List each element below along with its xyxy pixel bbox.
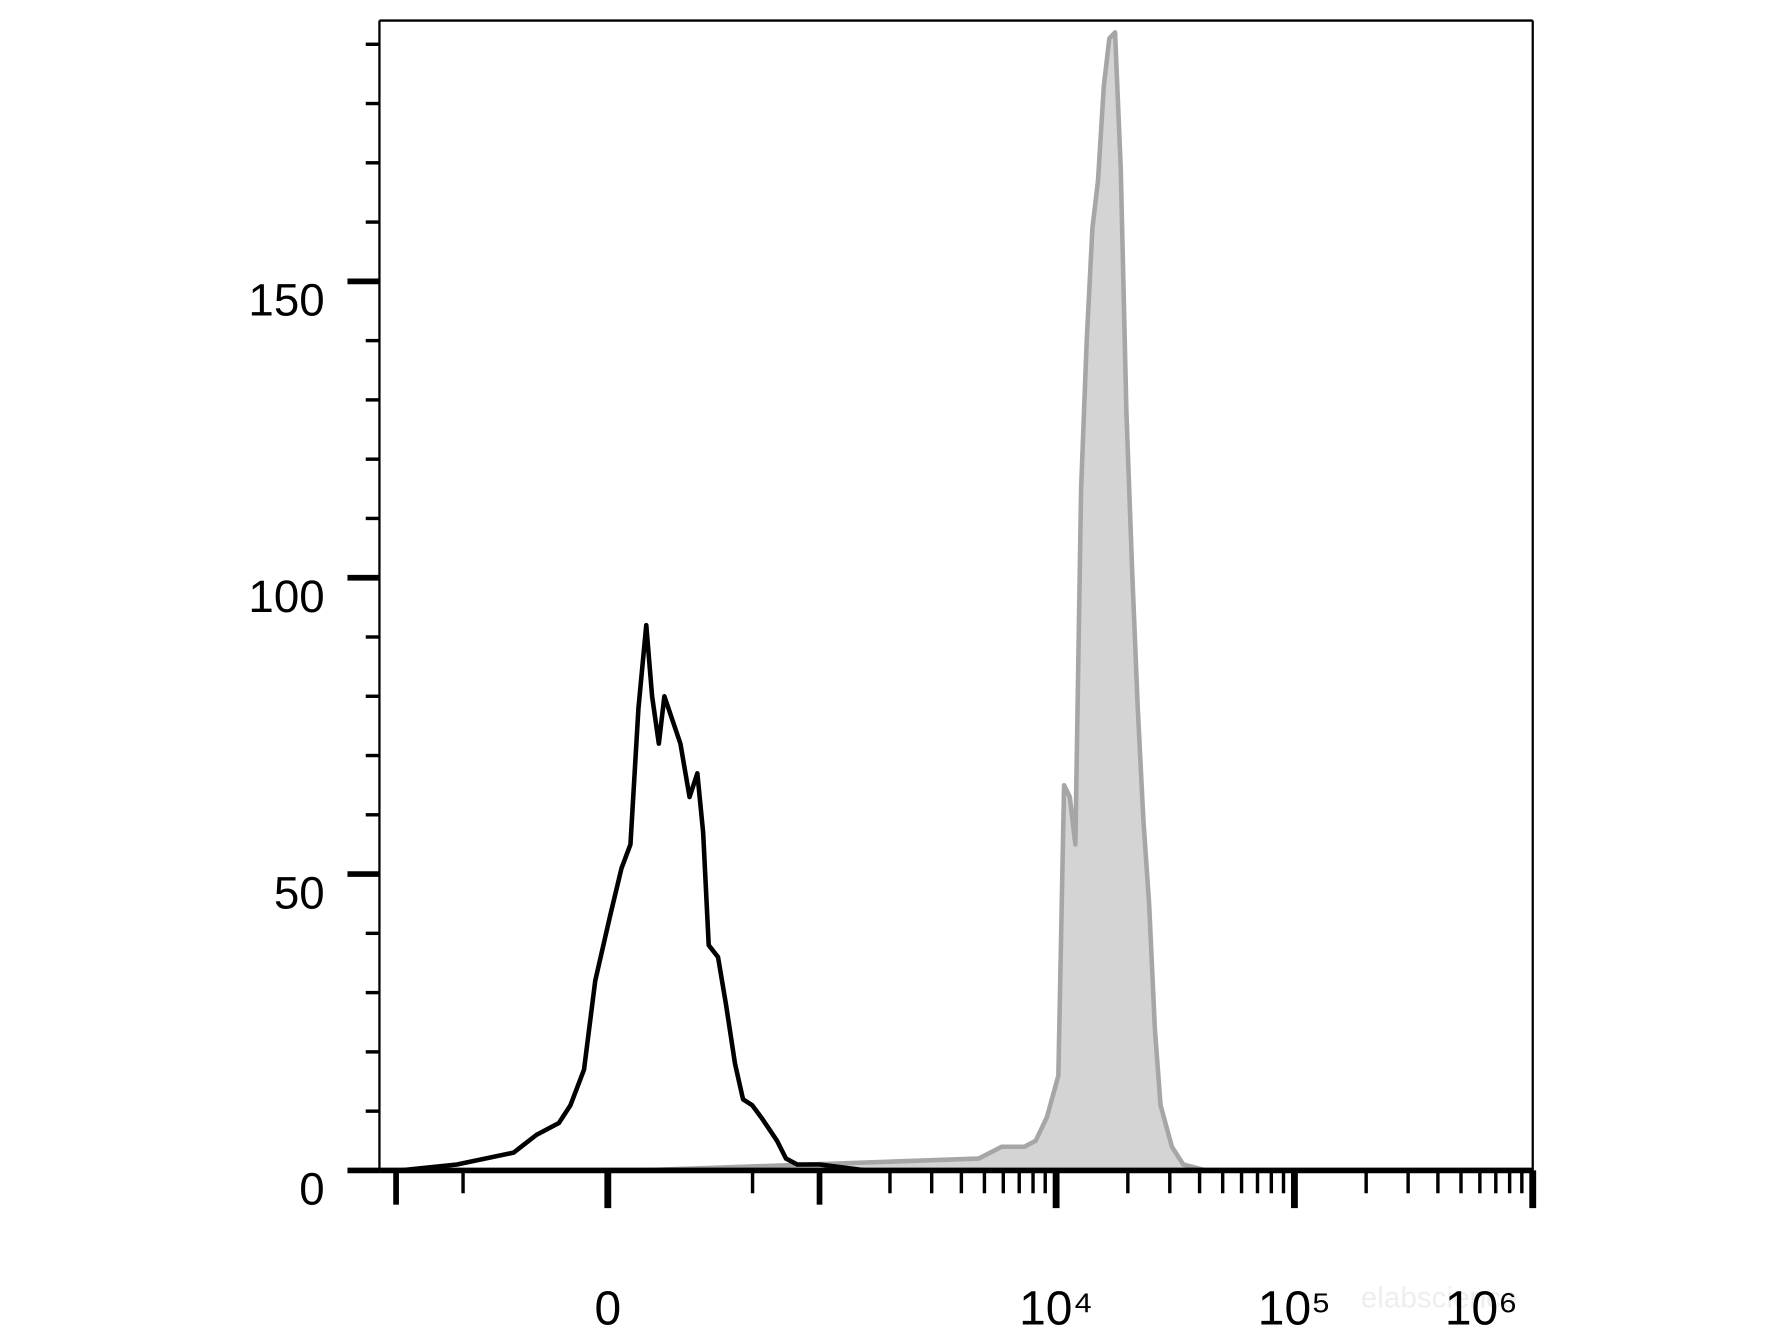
histogram-area [636,30,1209,1173]
x-tick-label: 10⁵ [1258,1283,1331,1336]
y-tick-label: 0 [299,1164,324,1215]
x-tick-label: 10⁶ [1445,1283,1518,1336]
x-tick-label: 0 [594,1283,621,1336]
watermark: elabscience [1361,1281,1518,1314]
histogram-line [399,622,911,1173]
x-tick-label: 10⁴ [1019,1283,1093,1336]
y-tick-label: 150 [248,275,324,326]
y-tick-label: 50 [274,867,325,918]
y-tick-label: 100 [248,571,324,622]
